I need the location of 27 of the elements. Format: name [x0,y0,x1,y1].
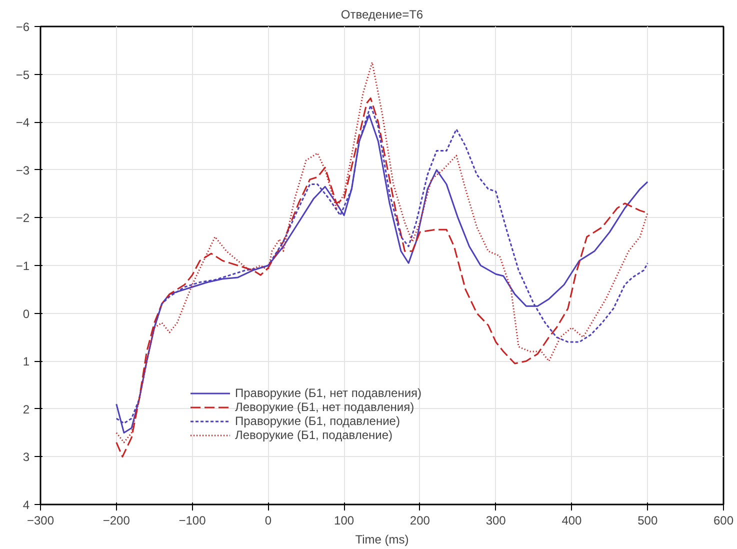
x-tick-label: −200 [102,514,130,528]
y-tick-label: 1 [22,354,30,369]
x-tick-label: −300 [26,514,54,528]
legend-label: Праворукие (Б1, нет подавления) [235,386,422,400]
y-tick-label: −4 [16,116,30,130]
y-tick-label: 4 [22,498,30,512]
y-tick-label: −6 [16,20,30,34]
y-tick-label: 2 [22,402,30,416]
x-tick-label: 0 [264,514,272,528]
chart-title: Отведение=T6 [340,8,424,22]
y-tick-label: −1 [16,259,30,273]
x-tick-label: −100 [178,514,206,528]
y-tick-label: −5 [16,68,30,82]
x-tick-label: 200 [410,514,430,528]
x-tick-label: 500 [638,514,658,528]
x-axis-title: Time (ms) [355,532,409,546]
y-tick-label: −2 [16,211,30,226]
x-tick-label: 600 [713,514,734,528]
y-tick-label: −3 [16,163,30,178]
x-tick-label: 100 [334,514,354,528]
legend-label: Леворукие (Б1, подавление) [235,428,393,442]
x-tick-label: 400 [562,514,582,528]
y-tick-label: 0 [22,306,30,321]
x-tick-label: 300 [486,514,506,528]
legend-label: Леворукие (Б1, нет подавления) [235,400,414,414]
y-tick-label: 3 [22,450,30,464]
legend-label: Праворукие (Б1, подавление) [235,414,400,428]
